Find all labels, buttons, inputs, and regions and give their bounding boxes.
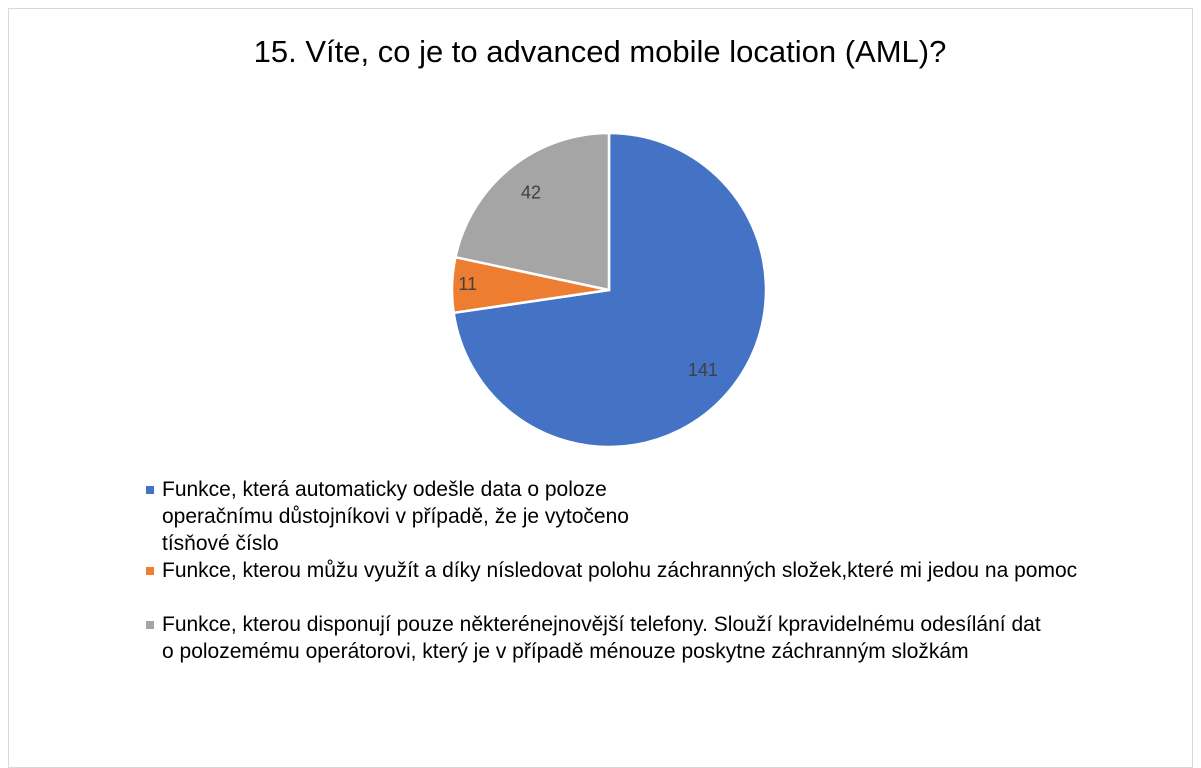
data-label: 42 — [521, 182, 541, 202]
legend-item: Funkce, která automaticky odešle data o … — [146, 476, 1122, 557]
legend-swatch — [146, 567, 154, 575]
legend-label: Funkce, která automaticky odešle data o … — [162, 478, 629, 555]
legend-item: Funkce, kterou můžu využít a díky nísled… — [146, 557, 1122, 584]
legend: Funkce, která automaticky odešle data o … — [146, 476, 1122, 665]
legend-label: Funkce, kterou disponují pouze některéne… — [162, 613, 1041, 663]
data-label: 141 — [688, 360, 718, 380]
legend-swatch — [146, 486, 154, 494]
legend-label: Funkce, kterou můžu využít a díky nísled… — [162, 559, 1078, 582]
chart-title: 15. Víte, co je to advanced mobile locat… — [254, 34, 947, 69]
pie-slice — [453, 131, 611, 292]
legend-swatch — [146, 621, 154, 629]
data-label: 11 — [458, 274, 477, 294]
legend-item: Funkce, kterou disponují pouze některéne… — [146, 611, 1122, 665]
